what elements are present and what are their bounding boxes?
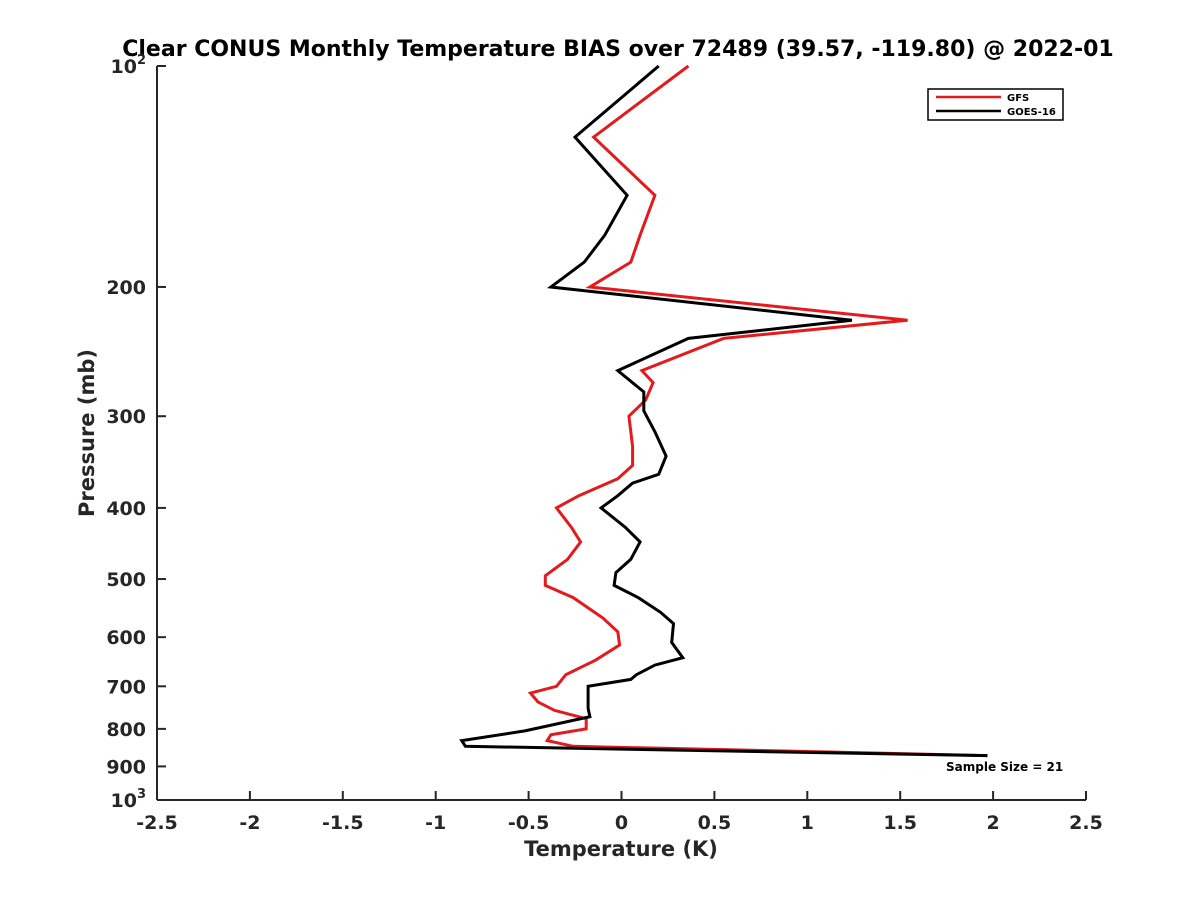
sample-size-annotation: Sample Size = 21 [946, 760, 1063, 774]
y-ticks: 102 200 300 400 500 600 700 800 900 103 [106, 53, 166, 812]
legend-label-gfs: GFS [1007, 93, 1029, 104]
legend: GFS GOES-16 [927, 88, 1064, 121]
axes [156, 66, 1086, 801]
y-tick-label: 300 [106, 406, 146, 428]
x-tick-label: -1.5 [322, 812, 364, 834]
x-tick-label: -2.5 [136, 812, 178, 834]
y-tick-label: 103 [111, 787, 147, 812]
chart-title: Clear CONUS Monthly Temperature BIAS ove… [122, 37, 1113, 62]
x-tick-label: 2 [986, 812, 999, 834]
x-tick-label: -1 [425, 812, 446, 834]
series-lines [459, 64, 988, 758]
x-tick-label: 0 [615, 812, 628, 834]
x-axis-label: Temperature (K) [524, 837, 718, 861]
y-tick-label: 200 [106, 277, 146, 299]
x-tick-label: 2.5 [1069, 812, 1103, 834]
y-tick-label: 800 [106, 719, 146, 741]
series-line-goes16 [459, 64, 988, 758]
x-tick-label: 1 [801, 812, 814, 834]
y-tick-label: 102 [111, 53, 147, 78]
y-tick-label: 600 [106, 627, 146, 649]
x-tick-label: -2 [239, 812, 260, 834]
x-ticks: -2.5 -2 -1.5 -1 -0.5 0 0.5 1 1.5 2 2.5 [136, 791, 1103, 834]
series-line-gfs [527, 64, 988, 758]
y-tick-label: 700 [106, 676, 146, 698]
legend-box [927, 88, 1064, 121]
y-tick-label: 400 [106, 498, 146, 520]
legend-label-goes16: GOES-16 [1007, 107, 1056, 118]
y-tick-label: 900 [106, 756, 146, 778]
y-tick-label: 500 [106, 569, 146, 591]
x-tick-label: 1.5 [883, 812, 917, 834]
x-tick-label: -0.5 [508, 812, 550, 834]
x-tick-label: 0.5 [698, 812, 732, 834]
y-axis-label: Pressure (mb) [75, 349, 99, 517]
